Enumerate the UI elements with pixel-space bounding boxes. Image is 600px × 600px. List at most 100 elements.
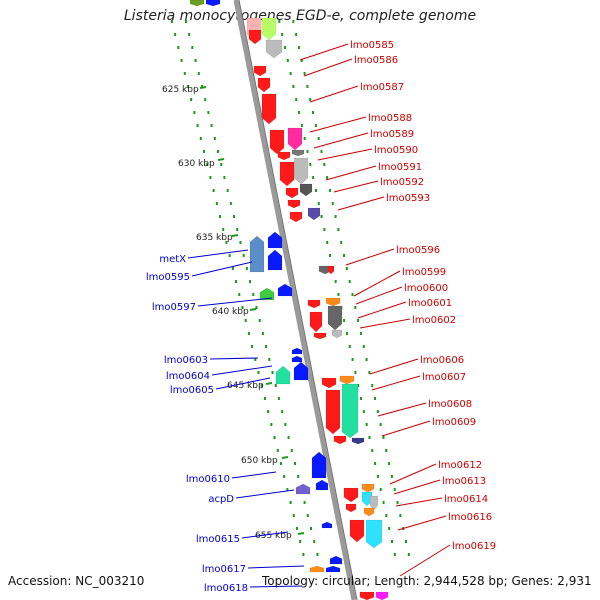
gene-feature <box>248 29 262 45</box>
track-dot <box>385 449 388 452</box>
forward-gene-label: lmo0592 <box>380 177 424 188</box>
gene-feature <box>311 451 327 479</box>
gene-feature <box>293 361 309 381</box>
track-dot <box>217 150 219 153</box>
track-dot <box>261 332 264 335</box>
gene-feature <box>321 377 337 389</box>
track-dot <box>271 371 274 374</box>
gene-feature <box>277 151 291 161</box>
gene-feature <box>309 565 325 573</box>
reverse-leader-line <box>191 261 253 277</box>
forward-leader-line <box>333 180 379 193</box>
track-dot <box>188 33 191 36</box>
track-dot <box>323 228 326 231</box>
forward-leader-line <box>345 248 395 266</box>
gene-feature <box>299 183 313 197</box>
map-title: Listeria monocytogenes EGD-e, complete g… <box>123 8 477 24</box>
forward-gene-label: lmo0585 <box>350 40 394 51</box>
reverse-leader-line <box>209 357 259 360</box>
track-dot <box>263 397 266 400</box>
reverse-gene-label: metX <box>159 254 186 265</box>
track-dot <box>309 163 312 166</box>
track-dot <box>374 462 377 465</box>
track-dot <box>309 527 312 530</box>
track-dot <box>371 384 374 387</box>
forward-gene-label: lmo0599 <box>402 267 446 278</box>
track-dot <box>265 345 268 348</box>
track-dot <box>290 449 293 452</box>
reverse-leader-line <box>231 471 277 479</box>
track-dot <box>379 423 382 426</box>
track-dot <box>300 59 303 62</box>
track-dot <box>340 241 343 244</box>
track-dot <box>238 293 241 296</box>
forward-leader-line <box>369 358 419 375</box>
ruler-tick <box>231 234 239 237</box>
track-dot <box>317 137 320 140</box>
ruler-tick-label: 625 kbp <box>162 85 199 95</box>
gene-feature <box>361 483 375 493</box>
forward-gene-label: lmo0587 <box>360 82 404 93</box>
track-dot <box>328 189 331 192</box>
track-dot <box>306 85 309 88</box>
gene-feature <box>339 375 355 385</box>
forward-gene-label: lmo0613 <box>442 476 486 487</box>
track-dot <box>220 163 223 166</box>
kbp-ruler: 625 kbp 630 kbp 635 kbp 640 kbp 645 kbp 650 k… <box>162 85 305 541</box>
ruler-tick-label: 650 kbp <box>241 456 278 466</box>
track-dot <box>258 319 261 322</box>
track-dot <box>170 20 173 23</box>
track-dot <box>233 215 236 218</box>
track-dot <box>229 202 232 205</box>
track-dot <box>374 397 377 400</box>
reverse-gene-label: acpD <box>208 494 234 505</box>
track-dot <box>299 540 302 543</box>
track-dot <box>382 501 385 504</box>
gene-feature <box>291 347 303 355</box>
track-dot <box>196 124 199 127</box>
gene-feature <box>313 332 327 340</box>
track-dot <box>257 371 260 374</box>
gene-feature <box>327 265 335 275</box>
gene-feature <box>289 211 303 223</box>
track-dot <box>222 228 225 231</box>
track-dot <box>295 33 298 36</box>
forward-gene-label: lmo0600 <box>404 283 448 294</box>
track-dot <box>329 254 332 257</box>
track-dot <box>345 332 348 335</box>
gene-feature <box>265 39 283 59</box>
track-dot <box>293 462 296 465</box>
track-dot <box>180 59 183 62</box>
gene-feature <box>325 389 341 435</box>
track-dot <box>225 241 228 244</box>
track-dot <box>390 475 393 478</box>
track-dot <box>360 397 363 400</box>
track-dot <box>231 267 234 270</box>
track-dot <box>303 137 306 140</box>
genome-backbone-shadow <box>238 0 358 600</box>
forward-leader-line <box>389 463 437 485</box>
forward-gene-label: lmo0602 <box>412 315 456 326</box>
track-dot <box>337 293 340 296</box>
forward-gene-label: lmo0608 <box>428 399 472 410</box>
reverse-gene-label: lmo0618 <box>204 583 248 594</box>
forward-leader-line <box>397 515 447 531</box>
gene-feature <box>365 519 383 549</box>
track-dot <box>200 85 203 88</box>
track-dot <box>351 358 354 361</box>
gene-feature <box>307 207 321 221</box>
track-dot <box>312 176 315 179</box>
track-dot <box>204 98 207 101</box>
track-dot <box>210 124 213 127</box>
track-dot <box>277 397 280 400</box>
reverse-gene-label: lmo0605 <box>170 385 214 396</box>
track-dot <box>365 423 368 426</box>
gene-feature <box>325 297 341 307</box>
track-dot <box>252 293 255 296</box>
track-dot <box>376 475 379 478</box>
track-dot <box>345 267 348 270</box>
track-dot <box>292 85 295 88</box>
track-dot <box>365 358 368 361</box>
track-dot <box>326 241 329 244</box>
ruler-tick-label: 640 kbp <box>212 307 249 317</box>
